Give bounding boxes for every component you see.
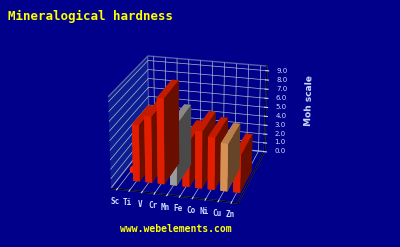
Text: Mineralogical hardness: Mineralogical hardness (8, 10, 173, 23)
Text: www.webelements.com: www.webelements.com (120, 224, 232, 234)
